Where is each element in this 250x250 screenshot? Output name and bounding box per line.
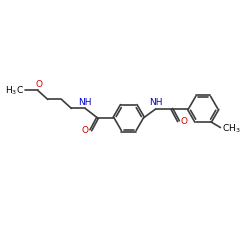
- Text: NH: NH: [78, 98, 92, 107]
- Text: O: O: [35, 80, 42, 89]
- Text: H$_3$C: H$_3$C: [5, 84, 24, 97]
- Text: O: O: [82, 126, 89, 135]
- Text: CH$_3$: CH$_3$: [222, 122, 240, 135]
- Text: O: O: [180, 117, 188, 126]
- Text: NH: NH: [150, 98, 163, 108]
